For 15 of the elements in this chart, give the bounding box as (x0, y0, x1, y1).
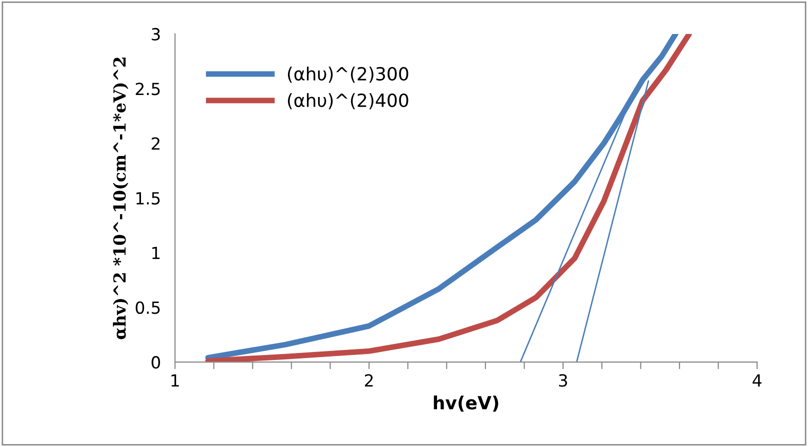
x-tick-label: 1 (172, 374, 179, 387)
x-tick-label: 2 (364, 374, 373, 387)
legend-label: (αhυ)^(2)300 (288, 66, 408, 83)
y-tick-label: 1 (152, 246, 160, 260)
y-tick-label: 3 (152, 28, 160, 41)
y-tick-label: 0 (152, 356, 160, 369)
y-axis-title: αhv)^2 *10^-10(cm^-1*eV)^2 (112, 58, 128, 340)
x-axis-title: hv(eV) (434, 396, 498, 412)
y-tick-label: 2 (152, 137, 160, 150)
y-tick-label: 0.5 (136, 301, 160, 314)
legend-label: (αhυ)^(2)400 (288, 93, 408, 110)
x-tick-label: 4 (752, 374, 762, 387)
y-tick-label: 1.5 (136, 192, 160, 205)
y-tick-label: 2.5 (136, 82, 160, 96)
x-tick-label: 3 (559, 374, 568, 387)
